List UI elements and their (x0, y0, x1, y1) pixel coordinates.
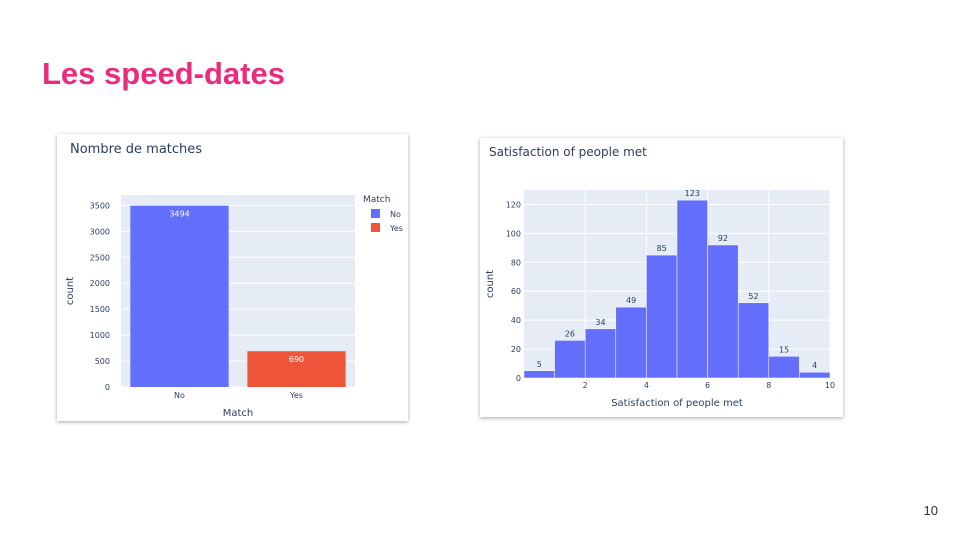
x-axis-label: Match (223, 408, 254, 419)
y-tick-label: 2000 (90, 279, 110, 288)
y-tick-label: 0 (105, 383, 110, 392)
legend-label: Yes (389, 224, 403, 233)
histogram-bar (554, 340, 586, 379)
histogram-bar (523, 370, 555, 379)
histogram-bar (584, 328, 617, 379)
page-number: 10 (923, 503, 938, 518)
legend-title: Match (363, 195, 390, 205)
bar (130, 205, 229, 387)
histogram-bar (615, 306, 647, 379)
x-tick-label: 6 (705, 381, 710, 390)
histogram-bar (768, 356, 800, 379)
bar-value-label: 690 (289, 355, 304, 364)
y-tick-label: 60 (511, 287, 521, 296)
y-tick-label: 20 (511, 345, 521, 354)
x-axis-label: Satisfaction of people met (611, 398, 743, 409)
matches-chart-card: Nombre de matches 0 500 1000 1500 2000 2500 300… (57, 134, 408, 421)
y-axis-label: count (485, 270, 496, 298)
satisfaction-histogram: Satisfaction of people met 0 20 40 60 80 100 12… (485, 145, 835, 409)
y-tick-label: 3000 (90, 227, 110, 236)
y-tick-label: 3500 (90, 201, 110, 210)
slide-title: Les speed-dates (42, 56, 285, 91)
y-tick-label: 1000 (90, 331, 110, 340)
y-tick-label: 120 (506, 200, 521, 209)
y-tick-label: 80 (511, 258, 521, 267)
y-axis-label: count (65, 277, 76, 305)
histogram-bar (799, 371, 831, 379)
satisfaction-chart-card: Satisfaction of people met 0 20 40 60 80 100 12… (480, 138, 843, 417)
bar-value-label: 15 (779, 345, 789, 354)
legend-swatch (371, 223, 380, 232)
y-tick-label: 40 (511, 316, 521, 325)
x-tick-label: Yes (289, 391, 303, 400)
bar-value-label: 49 (626, 296, 636, 305)
bar-value-label: 4 (812, 361, 817, 370)
bar-value-label: 26 (565, 329, 575, 338)
y-tick-label: 100 (506, 229, 521, 238)
bar (247, 351, 346, 387)
bar-value-label: 85 (657, 244, 667, 253)
bar-value-label: 123 (685, 189, 700, 198)
y-tick-label: 2500 (90, 253, 110, 262)
histogram-bar (737, 302, 770, 379)
bar-value-label: 92 (718, 234, 728, 243)
histogram-bar (707, 244, 739, 379)
x-tick-label: No (174, 391, 185, 400)
bar-value-label: 5 (537, 360, 542, 369)
x-tick-label: 10 (825, 381, 835, 390)
histogram-bar (646, 254, 678, 379)
x-tick-label: 2 (583, 381, 588, 390)
y-tick-label: 500 (95, 357, 110, 366)
histogram-bar (676, 199, 708, 379)
bar-value-label: 34 (595, 318, 605, 327)
y-tick-label: 1500 (90, 305, 110, 314)
bar-value-label: 3494 (169, 210, 189, 219)
y-tick-label: 0 (516, 374, 521, 383)
chart-title: Nombre de matches (70, 142, 202, 157)
legend-label: No (390, 210, 401, 219)
x-tick-label: 4 (644, 381, 649, 390)
matches-bar-chart: Nombre de matches 0 500 1000 1500 2000 2500 300… (65, 142, 403, 419)
chart-title: Satisfaction of people met (489, 145, 647, 159)
x-tick-label: 8 (766, 381, 771, 390)
bar-value-label: 52 (748, 292, 758, 301)
legend-swatch (371, 209, 380, 218)
